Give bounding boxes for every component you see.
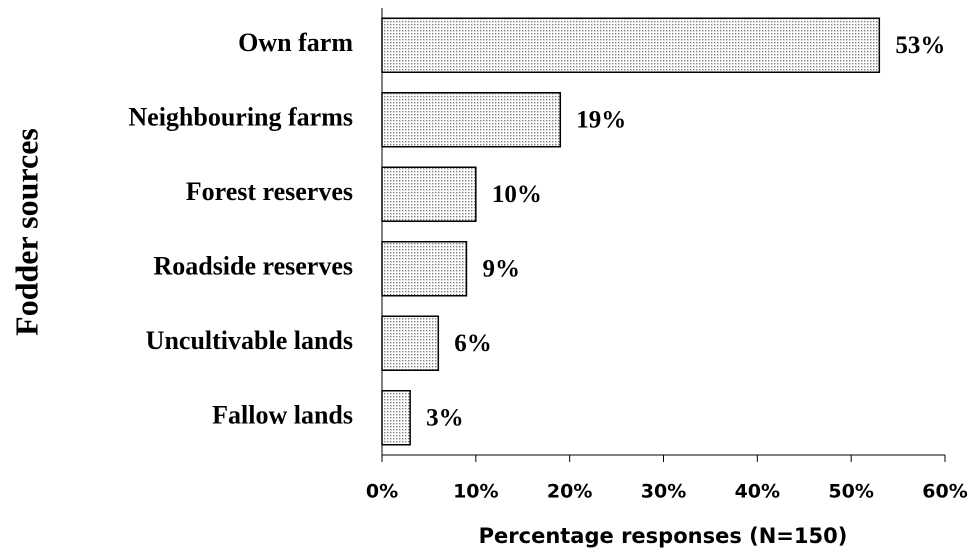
bar — [381, 17, 881, 73]
x-tick-label: 0% — [366, 481, 398, 503]
x-tick-label: 10% — [453, 481, 498, 503]
x-tick-label: 20% — [547, 481, 592, 503]
x-tick-label: 30% — [641, 481, 686, 503]
y-tick-label: Fallow lands — [212, 401, 353, 430]
x-axis-title: Percentage responses (N=150) — [479, 524, 848, 548]
value-label: 6% — [454, 330, 492, 357]
bar — [381, 241, 468, 297]
value-label: 3% — [426, 404, 464, 431]
value-label: 9% — [482, 255, 520, 282]
value-label: 10% — [492, 181, 542, 208]
y-axis-title: Fodder sources — [8, 128, 44, 336]
y-tick-label: Roadside reserves — [153, 252, 353, 281]
x-tick-label: 60% — [922, 481, 967, 503]
y-tick-label: Neighbouring farms — [128, 103, 353, 132]
x-tick-label: 50% — [828, 481, 873, 503]
bar — [381, 390, 411, 446]
y-tick-label: Forest reserves — [186, 177, 353, 206]
x-tick-label: 40% — [735, 481, 780, 503]
y-tick-label: Own farm — [238, 28, 353, 57]
bar — [381, 92, 562, 148]
bar — [381, 166, 477, 222]
value-label: 19% — [576, 106, 626, 133]
y-tick-label: Uncultivable lands — [146, 326, 353, 355]
bar — [381, 315, 440, 371]
value-label: 53% — [895, 32, 945, 59]
